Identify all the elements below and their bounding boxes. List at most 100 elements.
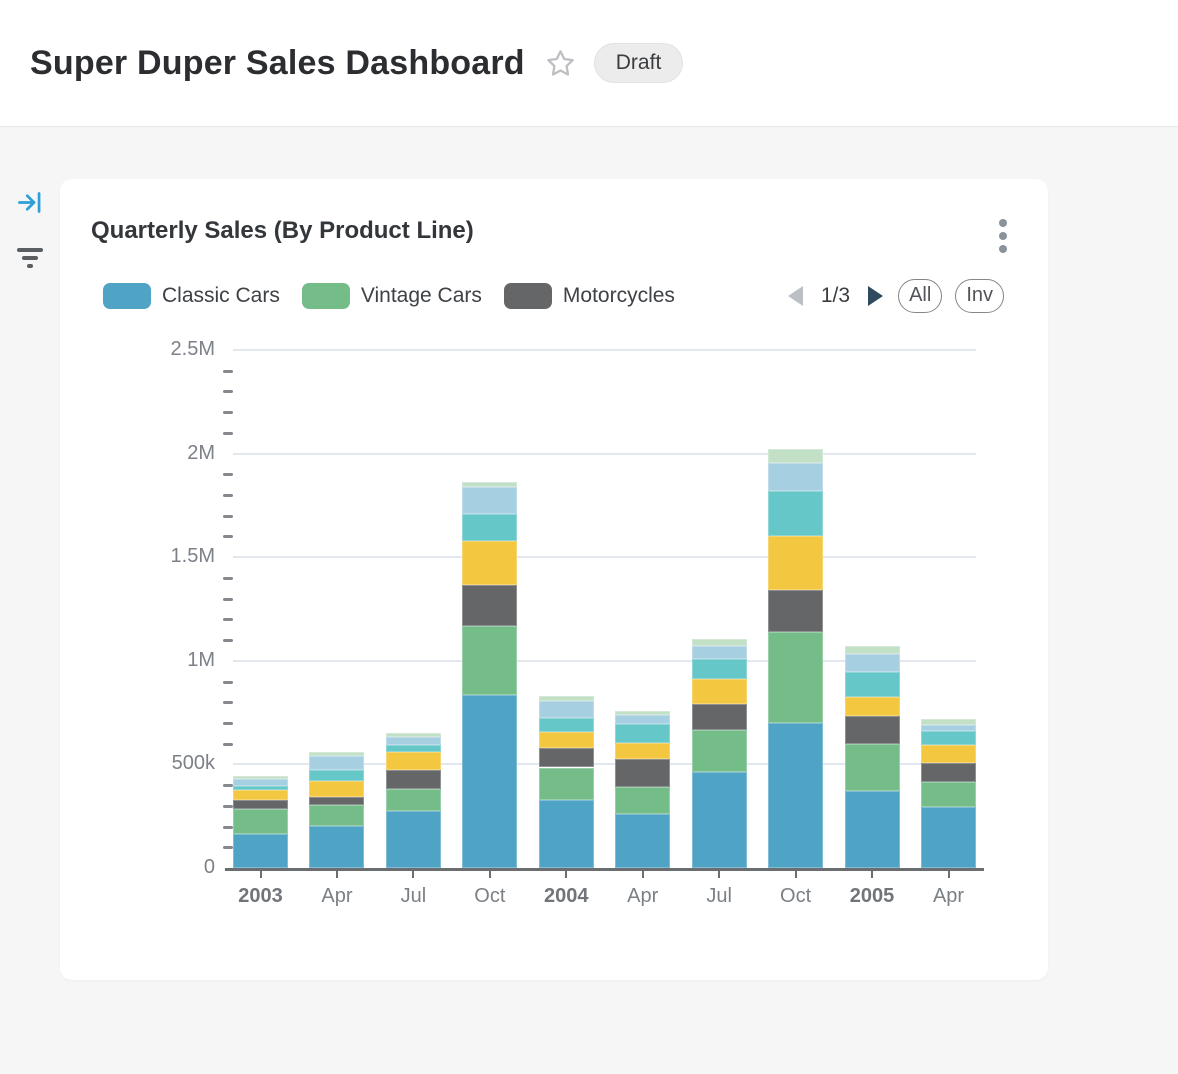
bar-segment[interactable] [309, 796, 365, 805]
bar-segment[interactable] [385, 751, 441, 770]
bar-segment[interactable] [844, 791, 900, 868]
bar-segment[interactable] [615, 710, 671, 715]
bar-segment[interactable] [462, 585, 518, 626]
bar-segment[interactable] [921, 725, 976, 732]
bar-segment[interactable] [309, 751, 365, 757]
legend-invert-selection-button[interactable]: Inv [955, 279, 1004, 313]
stacked-bar-chart: 0 500k 1M 1.5M 2M 2.5M 2003 Apr Jul Oct 2004 Apr Jul… [60, 179, 1048, 980]
bar-segment[interactable] [233, 790, 288, 800]
bar-segment[interactable] [233, 778, 288, 787]
legend-select-all-button[interactable]: All [898, 279, 943, 313]
bar-segment[interactable] [538, 701, 594, 718]
bar-segment[interactable] [233, 786, 288, 791]
bar-segment[interactable] [615, 723, 671, 743]
legend-item-vintage-cars[interactable]: Vintage Cars [301, 283, 482, 309]
bar-segment[interactable] [233, 833, 288, 868]
bar-segment[interactable] [462, 540, 518, 586]
bar-segment[interactable] [844, 697, 900, 716]
bar-segment[interactable] [615, 714, 671, 724]
bar-segment[interactable] [768, 631, 824, 723]
bar-segment[interactable] [385, 744, 441, 752]
bar-segment[interactable] [538, 717, 594, 733]
bar-segment[interactable] [385, 737, 441, 745]
bar-segment[interactable] [768, 490, 824, 537]
y-axis-minor-tick [223, 431, 233, 435]
bar-segment[interactable] [691, 646, 747, 659]
bar-segment[interactable] [768, 462, 824, 491]
bar-segment[interactable] [921, 731, 976, 745]
legend-prev-page-button[interactable] [786, 284, 805, 308]
left-rail [0, 127, 59, 272]
y-gridline [233, 452, 976, 455]
legend-item-classic-cars[interactable]: Classic Cars [103, 283, 280, 309]
x-axis-tick-label: Apr [321, 885, 353, 907]
bar-segment[interactable] [309, 769, 365, 781]
bar-segment[interactable] [309, 804, 365, 826]
bar-segment[interactable] [691, 704, 747, 731]
bar-segment[interactable] [921, 782, 976, 807]
page-title: Super Duper Sales Dashboard [30, 43, 525, 82]
legend-page-indicator: 1/3 [820, 284, 851, 307]
bar-segment[interactable] [844, 715, 900, 744]
bar-segment[interactable] [691, 639, 747, 647]
bar-segment[interactable] [844, 743, 900, 792]
bar-segment[interactable] [921, 744, 976, 764]
y-axis-minor-tick [223, 473, 233, 477]
bar-segment[interactable] [691, 679, 747, 705]
bar-segment[interactable] [462, 486, 518, 514]
legend-next-page-button[interactable] [866, 284, 885, 308]
status-badge[interactable]: Draft [593, 43, 684, 83]
bar-segment[interactable] [921, 806, 976, 868]
y-axis-minor-tick [223, 639, 233, 643]
bar-segment[interactable] [921, 763, 976, 782]
bar-segment[interactable] [615, 814, 671, 868]
expand-sidebar-button[interactable] [16, 189, 43, 216]
bar-segment[interactable] [309, 780, 365, 797]
bar-segment[interactable] [309, 825, 365, 868]
legend-item-motorcycles[interactable]: Motorcycles [503, 283, 675, 309]
bar-segment[interactable] [615, 742, 671, 760]
bar-segment[interactable] [233, 808, 288, 834]
bar-segment[interactable] [538, 747, 594, 768]
bar-segment[interactable] [462, 625, 518, 695]
bar-segment[interactable] [385, 733, 441, 738]
legend-swatch [103, 283, 151, 309]
bar-segment[interactable] [462, 694, 518, 868]
legend-label: Motorcycles [562, 284, 675, 307]
bar-segment[interactable] [233, 775, 288, 779]
filter-button[interactable] [15, 244, 45, 272]
bar-segment[interactable] [768, 536, 824, 591]
x-axis-tick [641, 871, 644, 878]
bar-segment[interactable] [921, 718, 976, 726]
bar-segment[interactable] [768, 590, 824, 632]
bar-segment[interactable] [233, 799, 288, 809]
y-axis-minor-tick [223, 576, 233, 580]
bar-segment[interactable] [844, 646, 900, 654]
bar-segment[interactable] [691, 730, 747, 772]
bar-segment[interactable] [691, 771, 747, 868]
bar-segment[interactable] [615, 759, 671, 788]
bar-segment[interactable] [768, 722, 824, 868]
bar-segment[interactable] [385, 789, 441, 811]
bar-segment[interactable] [309, 756, 365, 770]
bar-segment[interactable] [844, 653, 900, 673]
chart-menu-button[interactable] [995, 215, 1011, 257]
legend-label: Vintage Cars [360, 284, 482, 307]
bar-segment[interactable] [462, 513, 518, 541]
bar-segment[interactable] [691, 658, 747, 680]
bar-segment[interactable] [615, 787, 671, 815]
x-axis-tick-label: 2005 [849, 885, 895, 907]
bar-segment[interactable] [385, 769, 441, 790]
bar-segment[interactable] [844, 672, 900, 698]
bar-segment[interactable] [538, 767, 594, 800]
y-axis-minor-tick [223, 701, 233, 705]
bar-segment[interactable] [538, 799, 594, 868]
y-axis-minor-tick [223, 784, 233, 788]
x-axis-tick [718, 871, 721, 878]
bar-segment[interactable] [385, 811, 441, 868]
bar-segment[interactable] [538, 732, 594, 748]
bar-segment[interactable] [768, 449, 824, 463]
bar-segment[interactable] [462, 481, 518, 487]
bar-segment[interactable] [538, 696, 594, 702]
favorite-button[interactable] [545, 48, 576, 79]
